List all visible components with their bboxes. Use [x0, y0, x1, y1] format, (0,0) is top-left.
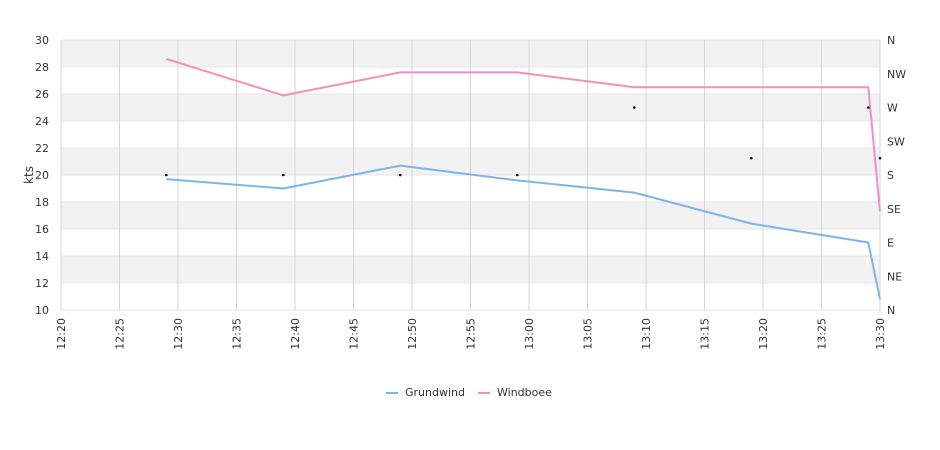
- direction-marker: [633, 106, 636, 109]
- direction-marker: [399, 173, 402, 177]
- direction-tick-label: W: [887, 102, 898, 115]
- y-axis-title: kts: [22, 166, 36, 184]
- y-tick-label: 18: [35, 196, 49, 209]
- direction-tick-label: NW: [887, 68, 906, 81]
- direction-tick-label: SW: [887, 135, 905, 148]
- direction-marker: [165, 173, 168, 177]
- x-tick-label: 13:00: [523, 318, 536, 350]
- direction-marker: [878, 156, 882, 160]
- legend-item-grundwind[interactable]: Grundwind: [386, 386, 465, 399]
- legend: Grundwind Windboee: [386, 386, 552, 399]
- series-lines: [166, 57, 881, 300]
- direction-tick-label: SE: [887, 203, 901, 216]
- x-tick-label: 12:25: [114, 318, 127, 350]
- series-line-windboee: [166, 57, 881, 212]
- y-tick-label: 22: [35, 142, 49, 155]
- y-tick-label: 16: [35, 223, 49, 236]
- x-tick-label: 12:30: [172, 318, 185, 350]
- direction-tick-label: N: [887, 304, 895, 317]
- direction-marker: [750, 156, 753, 160]
- legend-label: Grundwind: [405, 386, 465, 399]
- direction-axis-ticks: N NE E SE S SW W NW N: [887, 34, 906, 317]
- y-tick-label: 26: [35, 88, 49, 101]
- direction-marker: [867, 106, 870, 109]
- direction-tick-label: N: [887, 34, 895, 47]
- y-tick-label: 30: [35, 34, 49, 47]
- x-tick-label: 12:55: [465, 318, 478, 350]
- x-axis-ticks: 12:20 12:25 12:30 12:35 12:40 12:45 12:50 12:55…: [55, 318, 887, 350]
- legend-item-windboee[interactable]: Windboee: [478, 386, 552, 399]
- x-tick-label: 13:30: [874, 318, 887, 350]
- y-axis-ticks: 10 12 14 16 18 20 22 24 26 28 30: [35, 34, 49, 317]
- x-tick-label: 13:25: [816, 318, 829, 350]
- x-tick-label: 12:35: [231, 318, 244, 350]
- grid-lines: [60, 39, 881, 311]
- y-tick-label: 20: [35, 169, 49, 182]
- direction-markers: [165, 106, 882, 177]
- y-tick-label: 10: [35, 304, 49, 317]
- direction-marker: [282, 173, 285, 177]
- direction-marker: [516, 173, 519, 177]
- y-tick-label: 28: [35, 61, 49, 74]
- direction-tick-label: S: [887, 169, 894, 182]
- x-tick-label: 12:40: [289, 318, 302, 350]
- legend-label: Windboee: [497, 386, 552, 399]
- y-tick-label: 24: [35, 115, 49, 128]
- direction-tick-label: NE: [887, 270, 902, 283]
- y-tick-label: 14: [35, 250, 49, 263]
- x-tick-label: 12:45: [348, 318, 361, 350]
- x-tick-label: 12:20: [55, 318, 68, 350]
- x-tick-label: 13:20: [757, 318, 770, 350]
- x-tick-label: 13:10: [640, 318, 653, 350]
- direction-tick-label: E: [887, 237, 894, 250]
- x-tick-label: 12:50: [406, 318, 419, 350]
- x-tick-label: 13:15: [699, 318, 712, 350]
- x-tick-label: 13:05: [582, 318, 595, 350]
- y-tick-label: 12: [35, 277, 49, 290]
- series-line-grundwind: [166, 164, 881, 300]
